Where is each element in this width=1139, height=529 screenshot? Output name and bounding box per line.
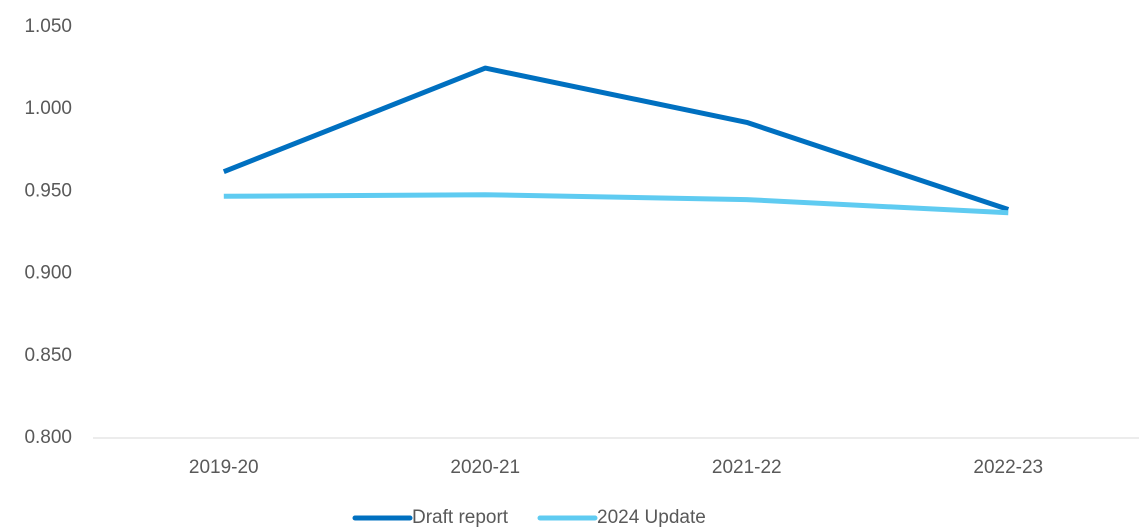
- y-tick-label: 1.050: [24, 16, 72, 37]
- y-tick-label: 0.850: [24, 345, 72, 366]
- legend-label: 2024 Update: [597, 507, 706, 528]
- y-tick-label: 0.800: [24, 427, 72, 448]
- y-tick-label: 0.950: [24, 180, 72, 201]
- x-tick-label: 2021-22: [712, 457, 782, 478]
- x-tick-label: 2020-21: [450, 457, 520, 478]
- line-series: [222, 65, 1010, 212]
- x-tick-label: 2019-20: [189, 457, 259, 478]
- line-series: [223, 192, 1009, 216]
- x-tick-label: 2022-23: [973, 457, 1043, 478]
- y-tick-label: 1.000: [24, 98, 72, 119]
- y-tick-label: 0.900: [24, 263, 72, 284]
- legend-label: Draft report: [412, 507, 509, 528]
